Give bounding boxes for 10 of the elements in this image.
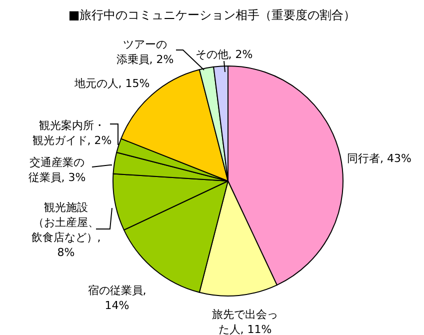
slice-label: 同行者, 43% — [347, 152, 412, 165]
slice-label: 観光施設（お土産屋、飲食店など）, 8% — [31, 201, 101, 259]
slice-label: ツアーの添乗員, 2% — [116, 38, 174, 66]
slice-label: 交通産業の従業員, 3% — [28, 156, 86, 184]
slice-label: 旅先で出会った人, 11% — [212, 308, 278, 335]
slice-label: 宿の従業員, 14% — [88, 284, 146, 312]
slice-label: その他, 2% — [195, 48, 253, 61]
slice-label: 観光案内所・観光ガイド, 2% — [32, 119, 112, 147]
chart-title: ■旅行中のコミュニケーション相手（重要度の割合） — [68, 8, 356, 22]
slice-label: 地元の人, 15% — [73, 77, 150, 90]
